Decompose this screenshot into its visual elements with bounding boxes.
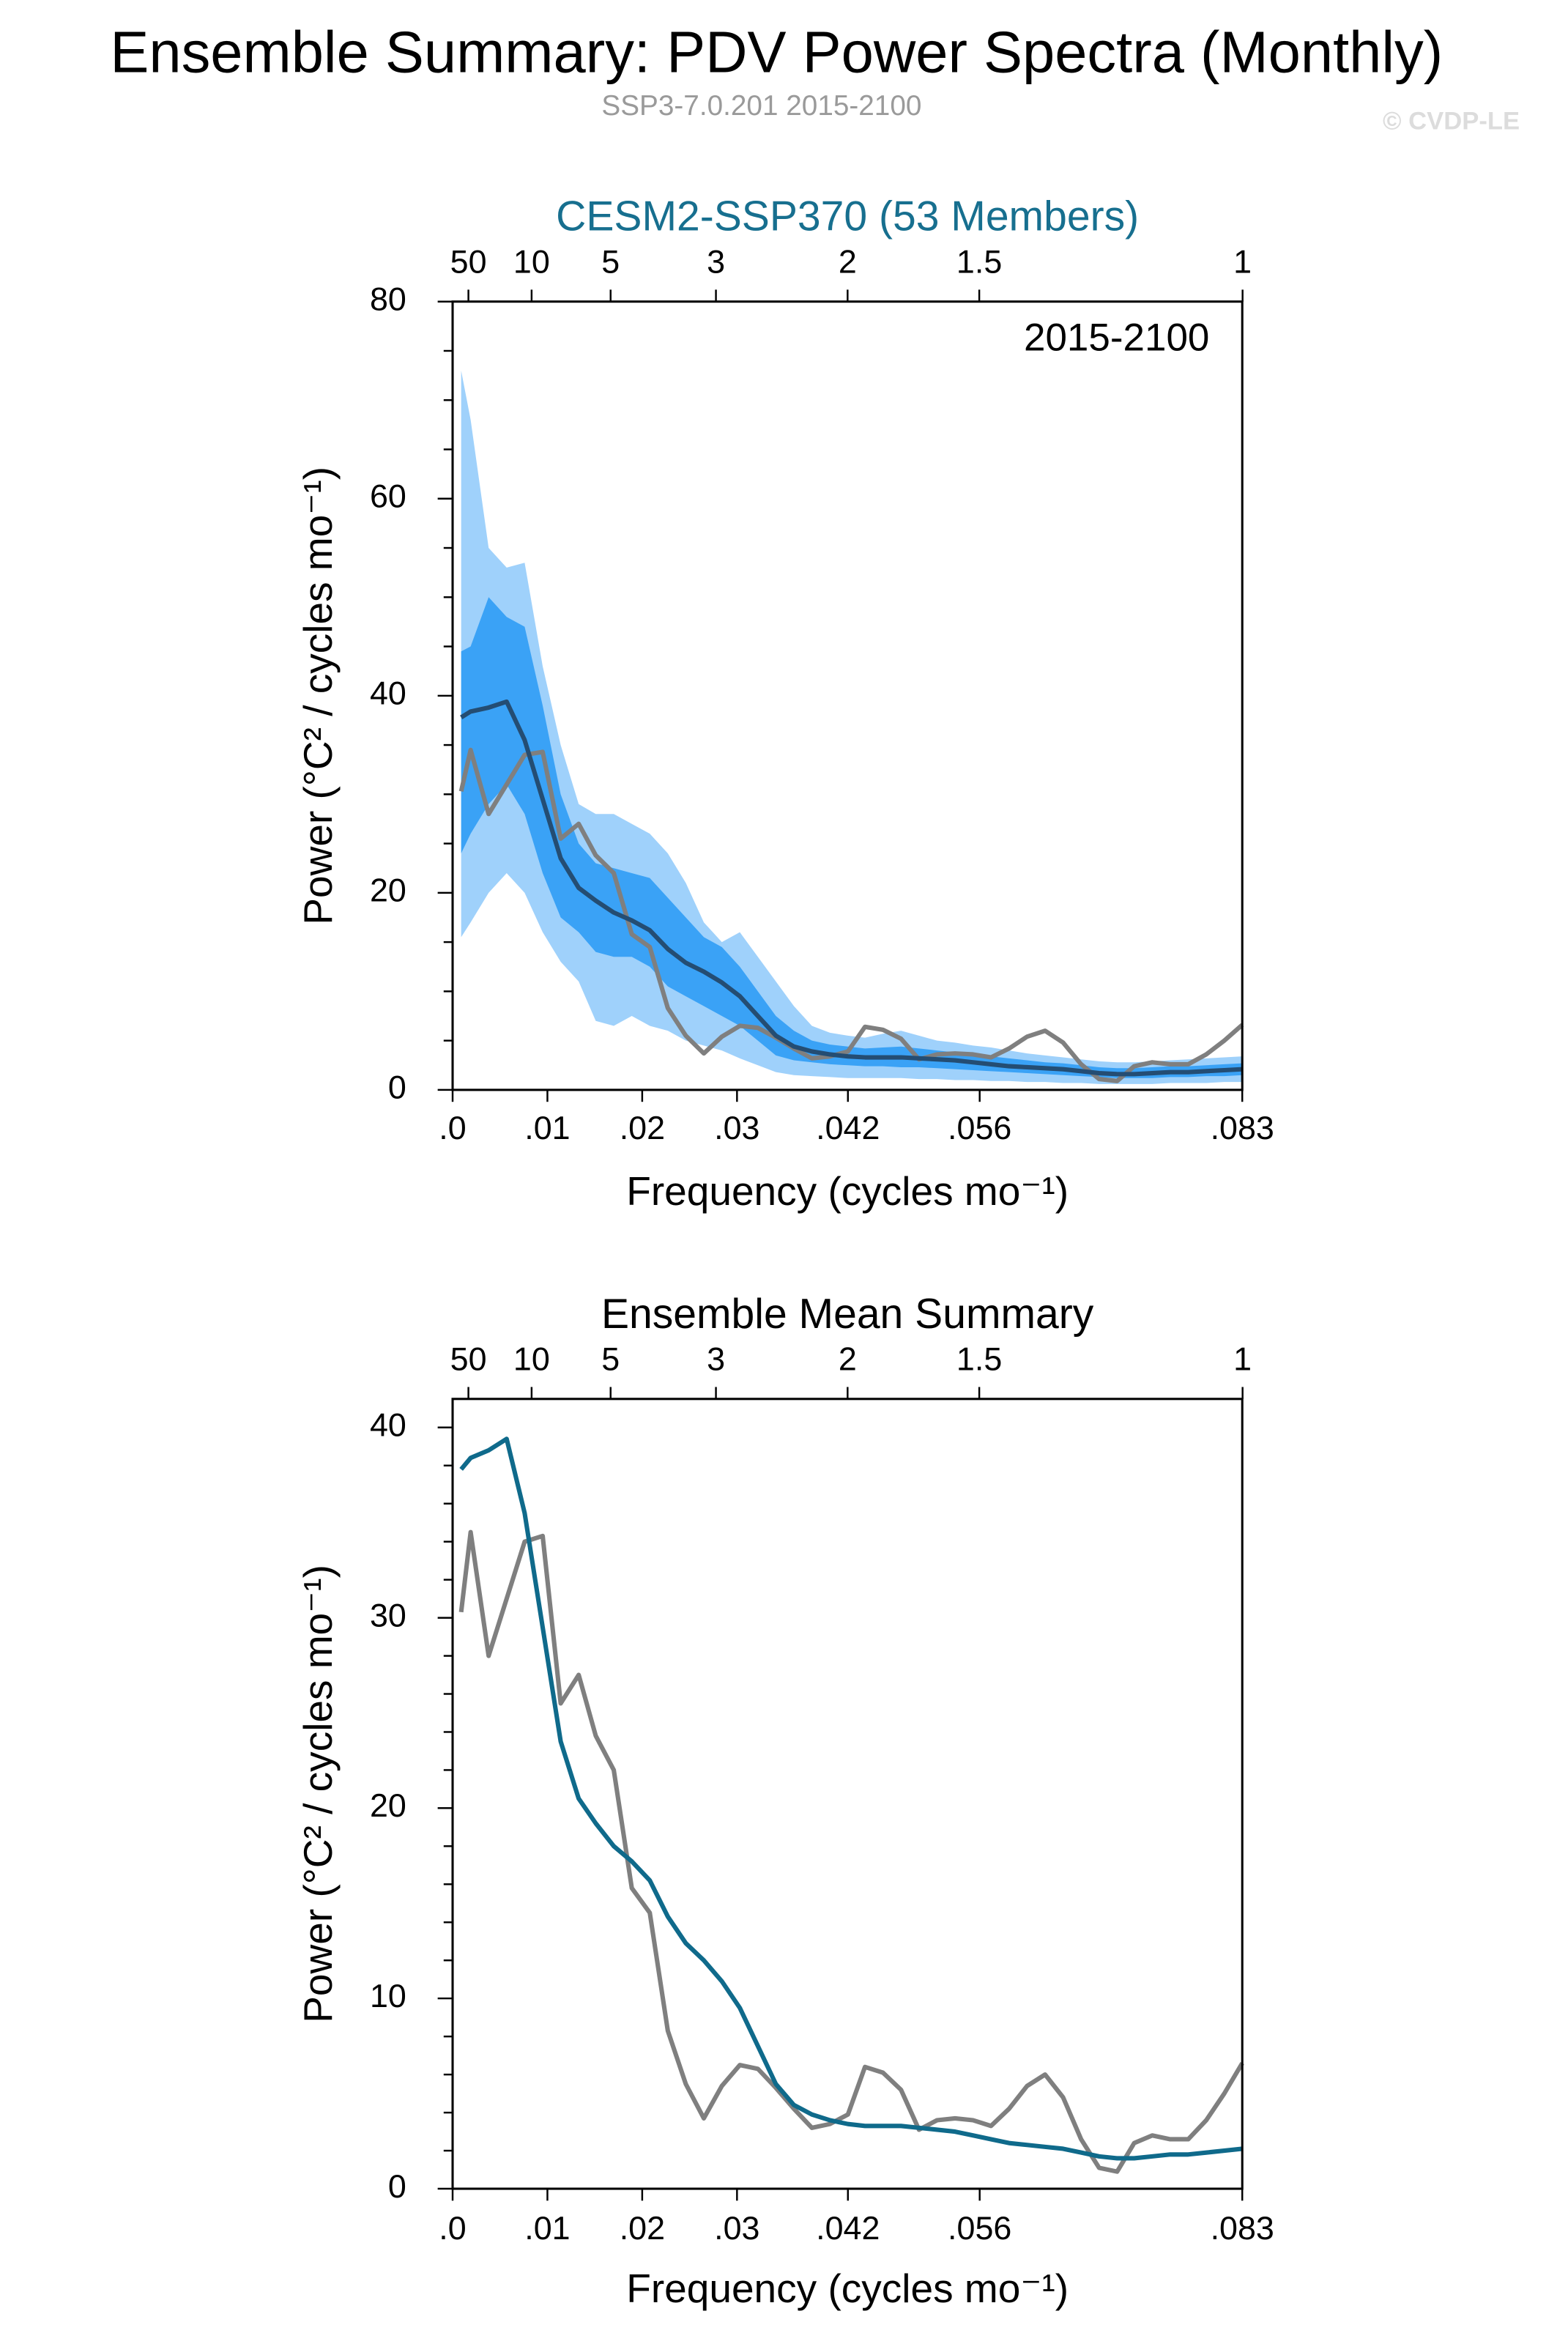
- x-tick-label: .01: [524, 1109, 570, 1146]
- y-axis-label: Power (°C² / cycles mo⁻¹): [295, 467, 341, 925]
- x-tick-label: .0: [439, 1109, 466, 1146]
- page-subtitle: SSP3-7.0.201 2015-2100: [601, 90, 921, 122]
- y-tick-label: 10: [370, 1977, 406, 2014]
- y-tick-label: 0: [388, 1069, 406, 1106]
- y-tick-label: 40: [370, 675, 406, 712]
- plot-frame: [451, 1398, 1244, 2190]
- y-tick-label: 60: [370, 478, 406, 515]
- x2-tick-label: 1.5: [956, 1340, 1002, 1378]
- x2-tick-label: 1: [1233, 1340, 1252, 1378]
- data-line: [459, 1436, 1243, 2161]
- y-tick-label: 0: [388, 2167, 406, 2205]
- x2-tick-label: 10: [513, 243, 550, 281]
- x2-tick-label: 5: [601, 243, 620, 281]
- y-tick-label: 30: [370, 1596, 406, 1633]
- credit: © CVDP-LE: [1383, 107, 1520, 135]
- x2-tick-label: 5: [601, 1340, 620, 1378]
- x-tick-label: .083: [1211, 2209, 1274, 2247]
- x2-tick-label: 1: [1233, 243, 1252, 281]
- x2-tick-label: 2: [839, 243, 857, 281]
- x-tick-label: .056: [948, 1109, 1011, 1146]
- x2-tick-label: 50: [450, 1340, 487, 1378]
- data-line: [458, 1529, 1244, 2174]
- y-tick-label: 80: [370, 281, 406, 318]
- x-tick-label: .0: [439, 2209, 466, 2247]
- x-axis-label: Frequency (cycles mo⁻¹): [626, 1168, 1069, 1214]
- spread-band: [461, 597, 1243, 1078]
- page-title: Ensemble Summary: PDV Power Spectra (Mon…: [110, 19, 1443, 84]
- x-tick-label: .02: [620, 1109, 665, 1146]
- x-tick-label: .02: [620, 2209, 665, 2247]
- x-tick-label: .042: [816, 1109, 880, 1146]
- x-tick-label: .03: [714, 2209, 759, 2247]
- x-axis-label: Frequency (cycles mo⁻¹): [626, 2266, 1069, 2311]
- y-tick-label: 20: [370, 872, 406, 909]
- x2-tick-label: 1.5: [956, 243, 1002, 281]
- annotation: 2015-2100: [1024, 316, 1209, 360]
- x-tick-label: .083: [1211, 1109, 1274, 1146]
- data-line: [460, 699, 1243, 1077]
- spread-band: [461, 370, 1243, 1084]
- x-tick-label: .056: [948, 2209, 1011, 2247]
- chart-title: CESM2-SSP370 (53 Members): [556, 193, 1139, 240]
- x-tick-label: .042: [816, 2209, 880, 2247]
- x2-tick-label: 10: [513, 1340, 550, 1378]
- x2-tick-label: 2: [839, 1340, 857, 1378]
- x2-tick-label: 3: [707, 1340, 725, 1378]
- x2-tick-label: 3: [707, 243, 725, 281]
- x-tick-label: .03: [714, 1109, 759, 1146]
- y-axis-label: Power (°C² / cycles mo⁻¹): [295, 1565, 341, 2023]
- y-tick-label: 40: [370, 1406, 406, 1444]
- y-tick-label: 20: [370, 1787, 406, 1824]
- chart-title: Ensemble Mean Summary: [601, 1291, 1094, 1338]
- data-line: [458, 747, 1244, 1083]
- x-tick-label: .01: [524, 2209, 570, 2247]
- x2-tick-label: 50: [450, 243, 487, 281]
